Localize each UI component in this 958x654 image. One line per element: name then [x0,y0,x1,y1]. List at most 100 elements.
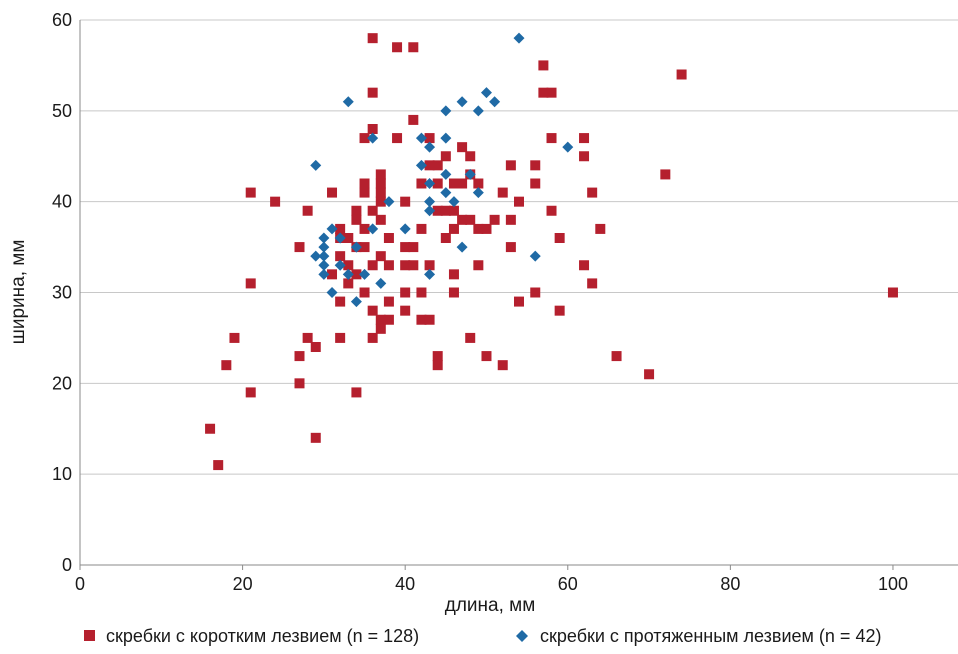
x-tick-label: 60 [558,574,578,594]
gridlines [80,19,958,475]
data-point-extended-blade [440,168,452,180]
data-point-short-blade [457,214,468,225]
data-point-extended-blade [383,196,395,208]
data-point-short-blade [587,278,598,289]
data-point-short-blade [481,351,492,362]
y-axis-title: ширина, мм [8,240,29,345]
data-point-extended-blade [472,105,484,117]
data-point-short-blade [448,178,459,189]
data-point-short-blade [383,314,394,325]
data-point-short-blade [351,205,362,216]
data-point-short-blade [505,160,516,171]
legend-label-extended-blade: скребки с протяженным лезвием (n = 42) [540,626,881,646]
data-point-short-blade [424,314,435,325]
data-point-short-blade [887,287,898,298]
data-point-extended-blade [326,223,338,235]
data-point-extended-blade [375,277,387,289]
data-point-short-blade [546,133,557,144]
data-point-extended-blade [310,250,322,262]
data-point-short-blade [221,360,232,371]
data-point-short-blade [530,287,541,298]
x-tick-label: 40 [395,574,415,594]
data-point-short-blade [367,87,378,98]
data-point-extended-blade [359,268,371,280]
data-point-short-blade [383,260,394,271]
data-point-short-blade [392,42,403,53]
data-point-extended-blade [350,241,362,253]
data-point-short-blade [205,423,216,434]
data-point-short-blade [514,196,524,207]
data-point-short-blade [359,287,370,298]
data-point-short-blade [448,269,459,280]
data-point-short-blade [611,351,622,362]
data-point-short-blade [408,242,419,253]
data-point-short-blade [546,87,557,98]
y-tick-label: 40 [52,192,72,212]
data-point-extended-blade [440,132,452,144]
legend-marker-extended-blade [516,630,528,642]
data-point-short-blade [424,160,435,171]
data-point-extended-blade [456,96,468,108]
data-point-short-blade [375,187,386,198]
data-point-short-blade [375,323,386,334]
data-point-short-blade [546,205,557,216]
data-point-short-blade [416,314,427,325]
data-point-short-blade [473,178,484,189]
data-point-extended-blade [440,105,452,117]
data-point-short-blade [587,187,598,198]
data-point-short-blade [432,160,443,171]
x-axis-title: длина, мм [445,595,536,616]
data-point-short-blade [367,305,378,316]
data-point-extended-blade [342,96,354,108]
data-point-short-blade [440,151,451,162]
data-point-short-blade [554,305,565,316]
data-point-short-blade [579,260,590,271]
data-point-short-blade [375,178,386,189]
data-point-short-blade [473,260,484,271]
data-point-extended-blade [424,141,436,153]
data-point-extended-blade [480,87,492,99]
data-point-extended-blade [318,268,330,280]
data-point-extended-blade [318,259,330,271]
data-point-short-blade [473,223,484,234]
data-point-extended-blade [513,32,525,44]
data-point-extended-blade [424,268,436,280]
data-point-short-blade [530,178,541,189]
legend-marker-short-blade [84,630,95,641]
data-point-short-blade [335,296,346,307]
data-point-extended-blade [334,232,346,244]
data-point-short-blade [432,205,443,216]
data-point-extended-blade [326,287,338,298]
data-point-short-blade [416,178,427,189]
data-point-short-blade [335,251,346,262]
legend-label-short-blade: скребки с коротким лезвием (n = 128) [106,626,419,646]
data-points [205,32,898,471]
data-point-extended-blade [310,159,322,171]
x-tick-label: 0 [75,574,85,594]
y-tick-label: 10 [52,464,72,484]
data-point-short-blade [367,33,378,44]
data-point-short-blade [343,260,354,271]
data-point-short-blade [351,214,362,225]
data-point-short-blade [595,223,606,234]
data-point-extended-blade [334,259,346,271]
data-point-extended-blade [318,241,330,253]
data-point-short-blade [359,223,370,234]
data-point-short-blade [310,432,321,443]
data-point-short-blade [538,87,549,98]
data-point-short-blade [400,260,411,271]
data-point-short-blade [245,278,256,289]
legend: скребки с коротким лезвием (n = 128) скр… [84,626,881,646]
data-point-short-blade [457,178,468,189]
data-point-short-blade [448,287,459,298]
data-point-short-blade [579,133,590,144]
data-point-extended-blade [562,141,574,153]
data-point-short-blade [432,360,443,371]
data-point-short-blade [302,332,313,343]
data-point-short-blade [676,69,687,80]
data-point-short-blade [538,60,549,71]
data-point-extended-blade [367,132,379,144]
data-point-short-blade [400,242,411,253]
data-point-short-blade [327,269,338,280]
data-point-short-blade [294,378,305,389]
